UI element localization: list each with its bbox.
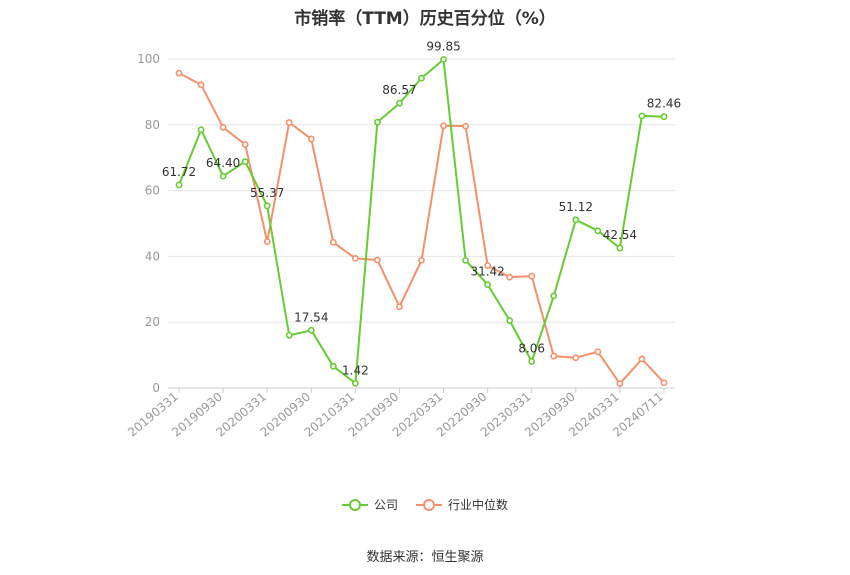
data-point-industry [484, 262, 492, 270]
y-tick-label: 60 [145, 184, 160, 198]
data-point-company [484, 281, 492, 289]
legend-item-company[interactable]: 公司 [341, 496, 398, 513]
data-point-company [241, 158, 249, 166]
data-point-company [418, 74, 425, 82]
data-point-industry [219, 124, 227, 131]
data-point-company [175, 181, 183, 189]
data-label: 51.12 [559, 200, 593, 214]
data-label: 42.54 [603, 228, 637, 242]
data-point-industry [307, 135, 315, 143]
data-point-industry [462, 122, 469, 130]
data-point-industry [506, 273, 514, 281]
data-point-company [638, 112, 646, 120]
data-point-industry [197, 81, 205, 89]
legend-label-company: 公司 [373, 498, 398, 512]
data-point-industry [638, 355, 646, 363]
data-point-company [440, 56, 447, 63]
data-point-industry [660, 379, 668, 387]
legend-label-industry: 行业中位数 [448, 498, 509, 512]
data-point-industry [528, 272, 536, 280]
data-point-company [197, 126, 205, 134]
data-label: 8.06 [518, 341, 545, 355]
data-point-company [506, 317, 514, 324]
data-label: 55.37 [250, 186, 284, 200]
data-point-industry [175, 69, 183, 77]
data-point-industry [329, 238, 337, 246]
data-point-company [660, 113, 668, 121]
data-point-company [263, 202, 271, 210]
data-point-industry [440, 122, 447, 130]
data-label: 82.46 [647, 97, 681, 111]
data-point-company [528, 358, 536, 365]
data-point-company [329, 362, 337, 370]
data-point-company [616, 244, 624, 252]
data-point-industry [396, 303, 403, 311]
chart-title: 市销率（TTM）历史百分位（%） [294, 9, 556, 29]
y-tick-label: 20 [145, 315, 160, 329]
legend-item-industry[interactable]: 行业中位数 [416, 496, 508, 513]
chart-legend: 公司 行业中位数 [0, 496, 850, 513]
data-point-company [285, 331, 293, 339]
data-point-industry [241, 141, 249, 148]
data-point-company [594, 227, 602, 235]
data-point-industry [263, 238, 271, 245]
data-point-industry [351, 254, 359, 262]
data-point-industry [550, 352, 558, 360]
data-point-industry [418, 256, 425, 264]
data-point-company [307, 326, 315, 334]
legend-swatch-company [341, 498, 368, 511]
y-tick-label: 0 [152, 381, 160, 395]
y-tick-label: 80 [145, 118, 160, 132]
data-label: 1.42 [342, 363, 369, 377]
data-point-industry [616, 380, 624, 388]
series-line-company [178, 58, 665, 385]
data-label: 17.54 [294, 310, 328, 324]
data-point-industry [594, 348, 602, 356]
data-point-company [550, 292, 558, 300]
data-label: 64.40 [206, 156, 240, 170]
data-point-company [351, 379, 359, 387]
data-point-company [374, 118, 381, 126]
data-label: 31.42 [470, 265, 504, 279]
data-point-company [572, 216, 580, 224]
data-point-company [396, 99, 403, 107]
source-note: 数据来源：恒生聚源 [366, 550, 484, 565]
data-point-industry [374, 256, 381, 264]
data-point-industry [285, 119, 293, 126]
y-tick-label: 100 [137, 52, 160, 66]
data-point-industry [572, 354, 580, 362]
data-point-company [462, 256, 469, 264]
legend-swatch-industry [416, 498, 442, 511]
data-label: 61.72 [162, 165, 196, 179]
data-label: 99.85 [426, 39, 460, 53]
data-label: 86.57 [382, 83, 416, 97]
y-tick-label: 40 [145, 249, 160, 263]
data-point-company [219, 172, 227, 180]
